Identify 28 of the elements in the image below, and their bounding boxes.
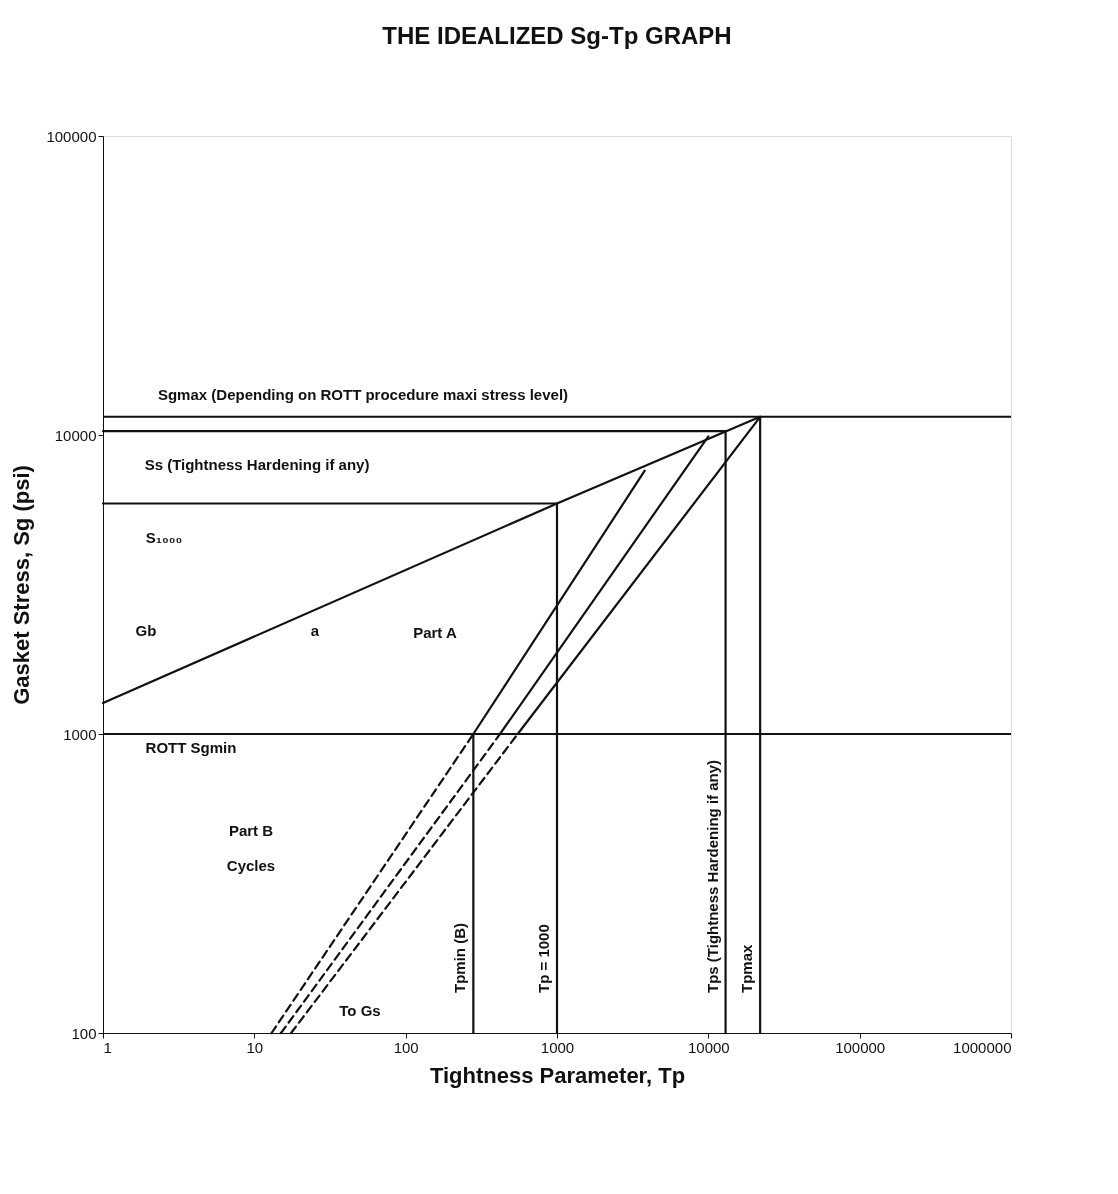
annotation: ROTT Sgmin [145, 739, 237, 756]
y-tick-label: 1000 [63, 725, 97, 743]
annotation: S₁₀₀₀ [145, 529, 183, 546]
annotation: To Gs [339, 1002, 381, 1019]
annotation: Cycles [226, 857, 276, 874]
y-tick-label: 10000 [54, 426, 97, 444]
annotation: Gb [135, 622, 157, 639]
y-tick-label: 100000 [46, 127, 97, 145]
annotation: Part B [228, 822, 274, 839]
x-tick-label: 100 [393, 1038, 419, 1056]
annotation: Sgmax (Depending on ROTT procedure maxi stress level) [157, 386, 569, 403]
text: Tps (Tightness Hardening if any) [703, 759, 721, 993]
text: Tpmax [738, 944, 756, 993]
y-tick-label: 100 [71, 1024, 97, 1042]
y-axis-title: Gasket Stress, Sg (psi) [9, 465, 35, 705]
text: Tp = 1000 [535, 924, 552, 993]
annotation: Part A [413, 624, 457, 641]
chart-title: THE IDEALIZED Sg-Tp GRAPH [382, 22, 732, 49]
x-axis-title: Tightness Parameter, Tp [429, 1062, 686, 1088]
x-tick-label: 1 [103, 1038, 112, 1056]
x-tick-label: 10000 [687, 1038, 730, 1056]
annotation: a [310, 622, 320, 639]
x-tick-label: 1000 [540, 1038, 575, 1056]
text: Tpmin (B) [451, 923, 469, 993]
annotation: Ss (Tightness Hardening if any) [144, 456, 370, 473]
x-tick-label: 100000 [835, 1038, 886, 1056]
x-tick-label: 1000000 [953, 1038, 1012, 1056]
x-tick-label: 10 [246, 1038, 264, 1056]
